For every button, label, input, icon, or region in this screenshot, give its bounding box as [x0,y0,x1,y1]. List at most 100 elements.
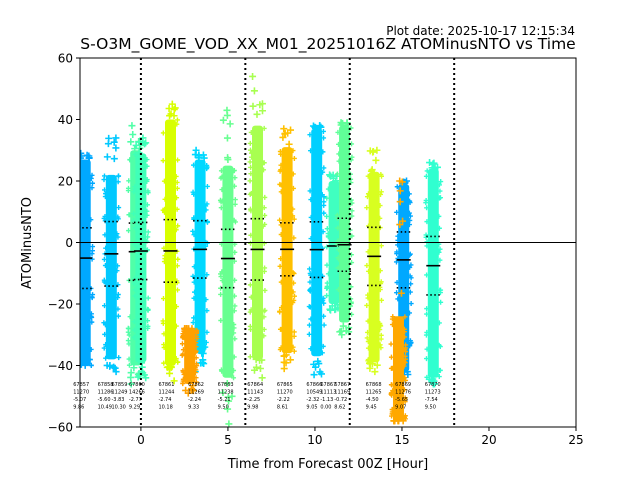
scatter-point [248,240,254,246]
outlier-point [259,107,267,115]
scatter-point [180,351,186,357]
scatter-point [365,329,371,335]
x-tick-label: 15 [394,433,409,447]
scatter-point [80,258,82,264]
scatter-point [203,344,209,350]
scatter-point [144,163,150,169]
scatter-point [247,354,253,360]
outlier-point [317,370,325,378]
orbit-band [179,325,200,397]
scatter-point [248,147,254,153]
orbit-band-body [427,168,439,378]
orbit-stats-label: 67870 11273 -7.54 9.50 [425,382,441,411]
scatter-point [160,296,166,302]
outlier-point [337,121,345,129]
scatter-point [248,232,254,238]
scatter-point [278,345,284,351]
orbit-stats-line: 67859 [112,382,128,388]
scatter-point [320,169,326,175]
scatter-point [247,282,253,288]
scatter-point [248,327,254,333]
orbit-band [277,125,297,373]
scatter-point [174,117,180,123]
scatter-point [291,280,297,286]
y-tick-label: −40 [48,359,73,373]
orbit-stats-label: 67861 11244 -2.74 10.18 [158,382,174,411]
scatter-point [307,132,313,138]
scatter-point [231,183,237,189]
scatter-point [321,300,327,306]
scatter-point [103,191,109,197]
outlier-point [345,328,353,336]
scatter-point [378,189,384,195]
orbit-band [393,177,414,385]
scatter-point [131,319,137,325]
outlier-point [110,155,118,163]
scatter-point [89,248,95,254]
scatter-point [320,128,326,134]
scatter-point [389,392,395,398]
scatter-point [80,177,82,179]
orbit-stats-line: -2.74 [158,397,171,403]
outlier-point [199,359,207,367]
scatter-point [179,341,185,347]
scatter-point [261,240,267,246]
scatter-point [180,368,186,374]
outlier-point [224,405,232,413]
scatter-point [278,182,284,188]
orbit-stats-line: 67860 [129,382,145,388]
scatter-point [101,215,107,221]
scatter-point [402,413,408,419]
scatter-point [437,344,443,350]
plot-date: Plot date: 2025-10-17 12:15:34 [386,24,575,38]
scatter-point [131,189,137,195]
scatter-point [126,341,132,347]
scatter-point [388,382,394,388]
outlier-point [166,112,174,120]
scatter-point [232,197,238,203]
scatter-point [249,154,255,160]
orbit-stats-line: 9.05 [306,405,317,411]
orbit-band-body [339,125,351,323]
orbit-stats-line: 9.50 [218,405,229,411]
scatter-point [162,206,168,212]
outlier-point [403,368,411,376]
scatter-point [388,354,394,360]
scatter-point [160,158,166,164]
orbit-stats-line: 67869 [395,382,411,388]
scatter-point [325,271,331,277]
scatter-point [308,214,314,220]
scatter-point [114,268,120,274]
outlier-point [311,123,319,131]
scatter-point [437,290,443,296]
outlier-point [110,363,118,371]
orbit-stats-label: 67858 11286 -5.60 10.49 [98,382,114,411]
scatter-point [261,314,267,320]
scatter-point [144,208,150,214]
orbit-stats-line: 67867 [320,382,336,388]
outlier-point [127,380,135,388]
scatter-point [402,397,408,403]
outlier-point [279,133,287,141]
scatter-point [173,356,179,362]
scatter-point [144,212,150,218]
orbit-stats-line: -7.54 [425,397,438,403]
scatter-point [407,289,413,295]
scatter-point [173,304,179,310]
scatter-point [80,306,82,308]
scatter-point [402,353,408,359]
scatter-point [175,157,181,163]
x-tick-label: 5 [224,433,232,447]
scatter-point [393,259,399,265]
scatter-point [324,226,330,232]
scatter-point [407,217,413,223]
outlier-point [256,364,264,372]
scatter-point [389,407,395,413]
scatter-point [378,191,384,197]
scatter-point [116,205,122,211]
scatter-point [390,314,396,320]
scatter-point [324,244,330,250]
scatter-point [388,365,394,371]
scatter-point [88,313,94,319]
outlier-point [253,110,261,118]
